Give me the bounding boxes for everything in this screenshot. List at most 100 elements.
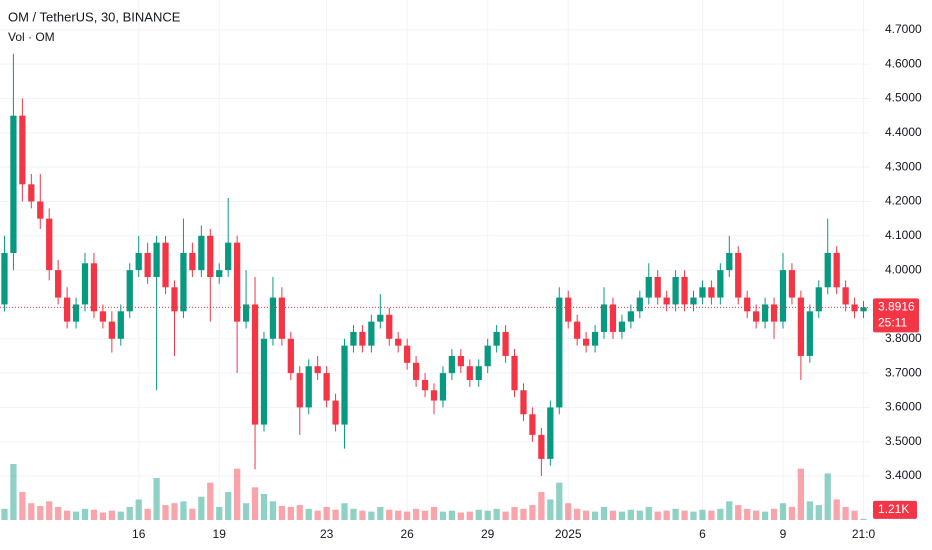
volume-bar [806,501,813,520]
volume-bar [225,492,232,520]
volume-label: 1.21K [878,502,909,516]
grid [0,0,870,520]
volume-bar [180,501,187,520]
candle-body [788,270,796,298]
axis-labels: 3.4000 3.5000 3.6000 3.7000 3.8000 4.0000 4.10… [132,22,922,541]
chart-title: OM / TetherUS, 30, BINANCE [8,9,181,24]
candle-body [717,270,724,298]
volume-bar [287,506,294,520]
candle-body [520,390,527,415]
candle-body [582,338,590,346]
volume-bar [502,511,509,520]
candle-body [135,252,142,271]
volume-bar [824,473,831,520]
volume-bar [278,506,286,520]
candle-body [55,270,62,298]
volume-bar [28,503,35,520]
candle-body [860,307,867,312]
candle-body [761,304,769,322]
volume-bar [618,511,626,520]
candle-body [735,252,742,298]
volume-bar [332,509,339,520]
y-tick-label: 4.2000 [885,194,922,208]
volume-bar [609,510,617,520]
candle-body [851,304,858,312]
candle-body [225,242,232,271]
y-tick-label: 4.1000 [885,228,922,242]
candle-body [645,276,652,298]
volume-bar [153,478,160,520]
y-tick-label: 4.6000 [885,56,922,70]
candle-body [574,321,581,339]
volume-bar [529,505,536,520]
candle-body [287,338,294,374]
volume-bar [386,509,393,520]
candle-body [395,338,402,346]
x-tick-label: 16 [132,527,146,541]
volume-bar [72,511,80,520]
candle-body [502,331,509,356]
candle-body [314,366,321,374]
volume-bar [636,510,643,520]
volume-bar [672,508,679,520]
volume-bar [475,509,482,520]
volume-bar [242,503,250,520]
candle-body [10,115,17,253]
volume-bar [296,505,303,520]
y-tick-label: 4.5000 [885,91,922,105]
volume-bar [99,512,107,520]
candle-body [672,276,679,305]
volume-bar [735,505,742,520]
candle-body [636,297,643,312]
volume-bar [37,506,44,520]
volume-bar [699,509,706,520]
candle-body [457,355,464,367]
candle-body [126,270,133,312]
candle-body [296,373,303,408]
volume-bar [815,505,822,520]
volume-bar [162,505,169,520]
volume-bar [511,506,518,520]
x-tick-label: 29 [481,527,495,541]
volume-bar [448,510,456,520]
price-axis [870,0,932,550]
volume-bar [690,511,697,520]
volume-bar [860,518,867,520]
candle-body [234,242,241,322]
candle-body [538,434,545,459]
candle-body [448,355,456,374]
x-tick-label: 6 [699,527,706,541]
volume-bar [269,501,277,520]
volume-bar [90,509,98,520]
volume-bar [744,508,751,520]
candle-body [386,314,393,339]
candle-body [565,297,572,322]
candle-body [90,263,98,312]
volume-bar [565,503,572,520]
x-tick-label: 23 [320,527,334,541]
candle-body [466,366,473,380]
candle-body [529,414,536,435]
last-price-box [873,298,919,333]
volume-bar [779,503,787,520]
candle-body [824,252,831,288]
candle-body [556,297,563,408]
volume-bar [108,510,115,520]
volume-bar [726,501,733,520]
volume-bar [439,511,447,520]
volume-bar [117,511,124,520]
candle-body [350,331,357,346]
volume-bar [600,506,608,520]
candle-body [493,331,500,346]
volume-bar [412,508,420,520]
candle-body [663,297,670,305]
candle-body [439,373,447,401]
volume-label-box [873,500,917,519]
candle-body [180,252,187,312]
candle-body [242,304,250,322]
volume-bar [260,493,268,520]
candle-body [690,297,697,305]
candle-body [833,252,840,288]
volume-bar [851,510,858,520]
